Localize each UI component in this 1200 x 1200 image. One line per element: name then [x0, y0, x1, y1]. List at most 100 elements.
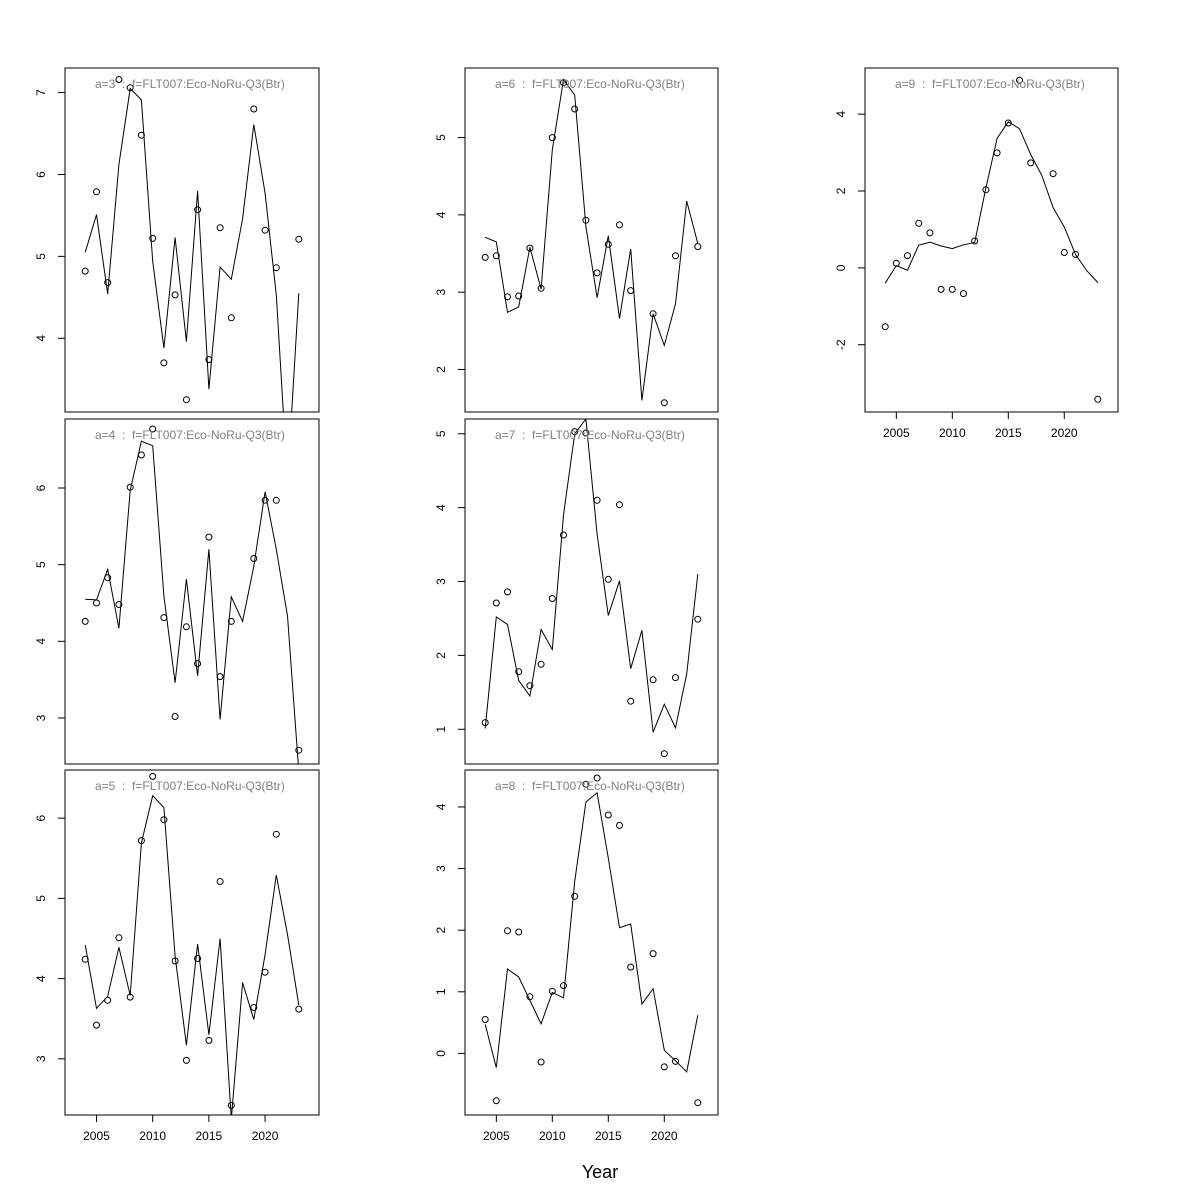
panel-title: a=5 : f=FLT007:Eco-NoRu-Q3(Btr): [95, 779, 285, 793]
panel-frame: [464, 769, 719, 1116]
observed-point: [515, 292, 523, 300]
plot-area: [481, 78, 702, 407]
observed-point: [261, 226, 269, 234]
observed-point: [137, 131, 145, 139]
observed-point: [504, 588, 511, 596]
observed-point: [537, 284, 545, 292]
observed-point: [1027, 159, 1035, 167]
plot-area: [81, 76, 303, 412]
panels-group: 4 5 6 7 a=3 : f=FLT007:Eco-NoRu-Q3(Btr) 3 4 5 6 a…: [34, 67, 1119, 1143]
observed-point: [171, 291, 179, 299]
x-tick-label: 2015: [595, 1129, 622, 1143]
y-tick-label: 4: [34, 335, 48, 342]
observed-point: [205, 533, 213, 541]
observed-point: [593, 774, 601, 782]
observed-point: [115, 601, 123, 608]
y-tick-label: -2: [834, 339, 848, 350]
x-tick-label: 2020: [252, 1129, 279, 1143]
panel-frame: [464, 67, 719, 413]
panel-frame: [64, 769, 320, 1116]
observed-point: [81, 267, 89, 275]
observed-point: [937, 285, 945, 293]
panel-3: 3 4 5 6 2005 2010 2015 2020 a=5 : f=FLT007:Eco-N…: [34, 769, 320, 1143]
observed-point: [660, 750, 668, 758]
observed-point: [1094, 395, 1102, 403]
panel-title: a=3 : f=FLT007:Eco-NoRu-Q3(Btr): [95, 77, 285, 91]
observed-point: [126, 483, 134, 491]
panel-1: 4 5 6 7 a=3 : f=FLT007:Eco-NoRu-Q3(Btr): [34, 67, 320, 413]
y-tick-label: 2: [434, 927, 448, 934]
observed-point: [526, 244, 534, 252]
observed-point: [160, 614, 168, 622]
observed-point: [593, 269, 601, 277]
panel-frame: [64, 418, 320, 765]
plot-area: [481, 774, 702, 1107]
x-tick-label: 2020: [1051, 426, 1078, 440]
observed-point: [593, 496, 601, 504]
observed-point: [582, 216, 590, 224]
observed-point: [261, 496, 269, 504]
observed-point: [537, 660, 545, 668]
y-tick-label: 4: [834, 110, 848, 117]
observed-point: [582, 780, 590, 788]
observed-point: [137, 451, 145, 459]
x-axis-title: Year: [582, 1162, 618, 1182]
x-tick-label: 2010: [139, 1129, 166, 1143]
observed-point: [194, 206, 202, 214]
observed-point: [926, 229, 934, 237]
observed-point: [205, 1036, 213, 1044]
y-tick-label: 4: [34, 638, 48, 645]
observed-point: [1016, 76, 1023, 84]
plot-area: [81, 772, 303, 1115]
y-tick-label: 4: [34, 975, 48, 982]
observed-point: [604, 575, 612, 583]
y-tick-label: 3: [434, 578, 448, 585]
y-tick-label: 3: [434, 865, 448, 872]
y-tick-label: 2: [834, 187, 848, 194]
x-tick-label: 2010: [939, 426, 966, 440]
observed-point: [571, 428, 579, 436]
panel-frame: [864, 67, 1119, 413]
plot-area: [81, 425, 303, 764]
observed-point: [672, 1057, 679, 1065]
observed-point: [616, 821, 623, 829]
panel-5: 1 2 3 4 5 a=7 : f=FLT007:Eco-NoRu-Q3(Btr): [434, 418, 719, 765]
observed-point: [481, 1016, 489, 1023]
observed-point: [137, 837, 145, 845]
observed-point: [881, 323, 889, 331]
observed-point: [149, 425, 157, 433]
fitted-line: [84, 794, 300, 1115]
y-tick-label: 6: [34, 171, 48, 178]
y-tick-label: 5: [34, 253, 48, 260]
plot-area: [881, 76, 1102, 403]
observed-point: [915, 219, 923, 227]
observed-point: [481, 253, 489, 261]
fitted-line: [484, 791, 699, 1073]
observed-point: [548, 134, 556, 142]
observed-point: [171, 713, 179, 720]
observed-point: [616, 221, 623, 229]
y-tick-label: 5: [434, 134, 448, 141]
y-tick-label: 7: [34, 89, 48, 96]
x-tick-label: 2005: [483, 1129, 510, 1143]
observed-point: [216, 673, 224, 681]
observed-point: [182, 396, 190, 404]
observed-point: [104, 279, 112, 287]
observed-point: [1049, 170, 1057, 178]
observed-point: [694, 615, 702, 623]
observed-point: [492, 252, 500, 260]
observed-point: [571, 105, 579, 113]
observed-point: [993, 149, 1001, 157]
observed-point: [272, 830, 280, 838]
observed-point: [1072, 250, 1079, 258]
observed-point: [672, 252, 679, 260]
observed-point: [504, 927, 511, 935]
x-tick-label: 2010: [539, 1129, 566, 1143]
observed-point: [694, 243, 702, 251]
panel-title: a=8 : f=FLT007:Eco-NoRu-Q3(Btr): [495, 779, 685, 793]
y-tick-label: 2: [434, 366, 448, 373]
observed-point: [160, 816, 168, 824]
observed-point: [604, 240, 612, 248]
observed-point: [227, 314, 235, 322]
